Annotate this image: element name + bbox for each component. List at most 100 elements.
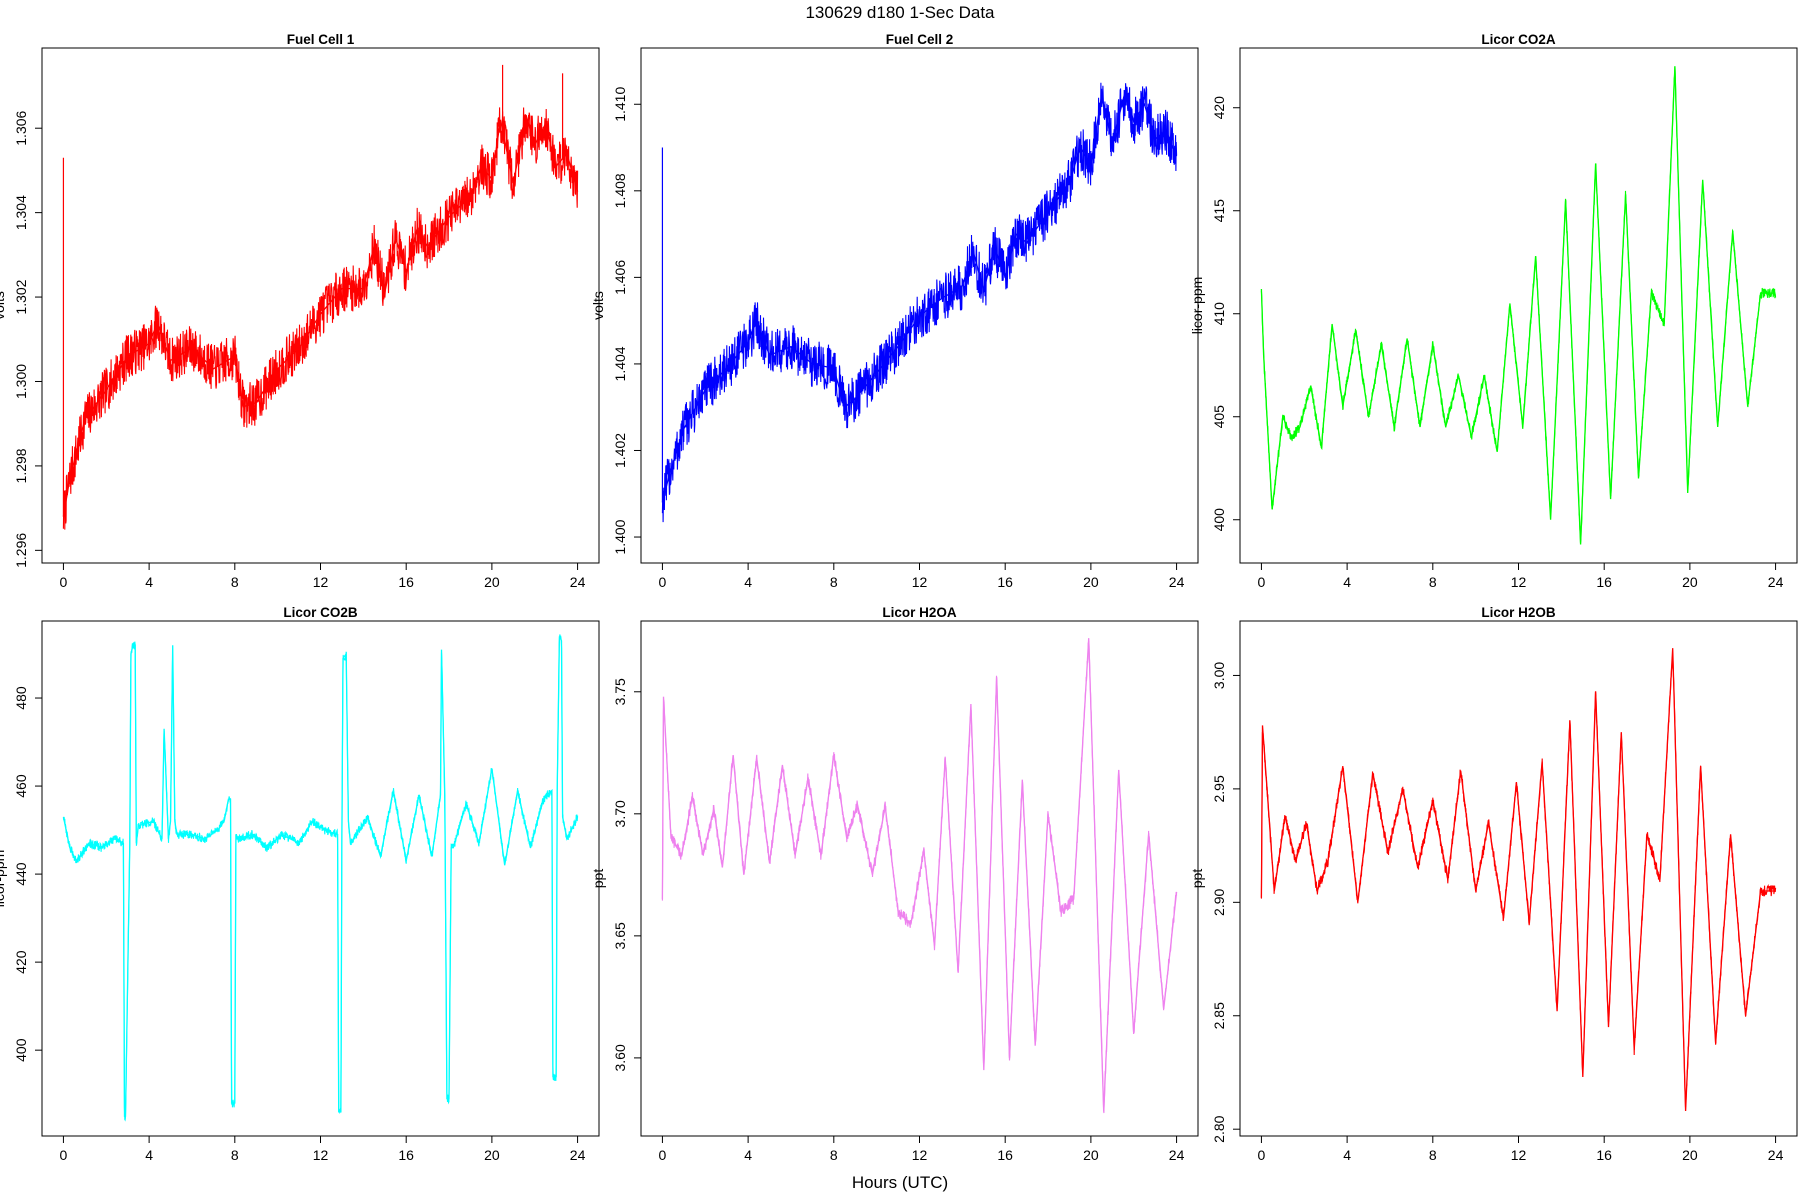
y-tick-label: 2.95 [1211, 775, 1227, 802]
series-outline [62, 636, 579, 1117]
x-tick-label: 4 [744, 574, 752, 590]
y-tick-label: 3.60 [612, 1044, 628, 1071]
y-tick-label: 420 [13, 950, 29, 974]
x-tick-label: 12 [912, 1147, 928, 1163]
x-tick-label: 24 [570, 1147, 586, 1163]
x-tick-label: 24 [1169, 1147, 1185, 1163]
y-tick-label: 1.300 [13, 364, 29, 399]
x-tick-label: 16 [997, 1147, 1013, 1163]
series-line [1260, 66, 1777, 543]
y-tick-label: 405 [1211, 405, 1227, 429]
figure-title: 130629 d180 1-Sec Data [805, 3, 995, 22]
panel-title: Licor CO2A [1481, 32, 1556, 47]
chart-panel-6: Licor H2OB ppt 0 4 8 12 16 20 24 2.80 2.85 2.90 2.95… [1189, 605, 1798, 1163]
y-tick-label: 440 [13, 862, 29, 886]
y-tick-label: 410 [1211, 302, 1227, 326]
y-axis-label: licor-ppm [1189, 277, 1205, 335]
x-tick-label: 24 [570, 574, 586, 590]
x-tick-label: 20 [1682, 1147, 1698, 1163]
x-tick-label: 24 [1768, 1147, 1784, 1163]
y-tick-label: 1.410 [612, 87, 628, 122]
x-tick-label: 20 [484, 1147, 500, 1163]
x-tick-label: 16 [398, 574, 414, 590]
x-tick-label: 8 [830, 1147, 838, 1163]
plot-frame [41, 620, 600, 1137]
chart-panel-1: Fuel Cell 1 volts 0 4 8 12 16 20 24 1.296 1.298 1.3… [0, 32, 600, 590]
y-tick-label: 420 [1211, 96, 1227, 120]
panel-title: Licor H2OB [1481, 605, 1556, 620]
y-tick-label: 1.296 [13, 533, 29, 568]
x-tick-label: 20 [1682, 574, 1698, 590]
y-tick-label: 415 [1211, 199, 1227, 223]
x-tick-label: 24 [1169, 574, 1185, 590]
series-line [62, 107, 579, 530]
chart-panel-5: Licor H2OA ppt 0 4 8 12 16 20 24 3.60 3.65 3.70 3.75 [590, 605, 1199, 1163]
x-tick-label: 20 [1083, 1147, 1099, 1163]
x-tick-label: 16 [1596, 574, 1612, 590]
y-axis-label: ppt [1189, 869, 1205, 889]
panel-title: Fuel Cell 1 [287, 32, 355, 47]
y-tick-label: 400 [13, 1038, 29, 1062]
x-tick-label: 16 [1596, 1147, 1612, 1163]
plot-frame [1239, 47, 1798, 564]
series-outline [1260, 648, 1776, 1112]
x-tick-label: 4 [1343, 1147, 1351, 1163]
y-tick-label: 1.406 [612, 260, 628, 295]
y-tick-label: 1.304 [13, 195, 29, 230]
chart-panel-2: Fuel Cell 2 volts 0 4 8 12 16 20 24 1.400 1.402 1.4… [590, 32, 1199, 590]
x-tick-label: 0 [1258, 574, 1266, 590]
series-line [661, 82, 1178, 523]
y-tick-label: 1.302 [13, 279, 29, 314]
x-tick-label: 24 [1768, 574, 1784, 590]
x-tick-label: 4 [1343, 574, 1351, 590]
x-tick-label: 8 [231, 1147, 239, 1163]
series-outline [661, 88, 1178, 503]
x-tick-label: 0 [60, 574, 68, 590]
y-tick-label: 1.402 [612, 433, 628, 468]
y-axis-label: licor-ppm [0, 850, 7, 908]
x-tick-label: 12 [313, 574, 329, 590]
x-tick-label: 0 [659, 1147, 667, 1163]
chart-panel-3: Licor CO2A licor-ppm 0 4 8 12 16 20 24 400 405 410 4… [1189, 32, 1798, 590]
y-axis-label: volts [590, 291, 606, 320]
x-tick-label: 8 [231, 574, 239, 590]
y-tick-label: 3.75 [612, 678, 628, 705]
panel-title: Licor CO2B [283, 605, 358, 620]
y-tick-label: 1.298 [13, 448, 29, 483]
y-tick-label: 3.65 [612, 922, 628, 949]
x-tick-label: 8 [1429, 574, 1437, 590]
y-tick-label: 1.404 [612, 346, 628, 381]
x-tick-label: 16 [997, 574, 1013, 590]
x-tick-label: 4 [744, 1147, 752, 1163]
y-tick-label: 1.400 [612, 519, 628, 554]
y-tick-label: 460 [13, 774, 29, 798]
x-tick-label: 16 [398, 1147, 414, 1163]
y-tick-label: 2.80 [1211, 1115, 1227, 1142]
x-tick-label: 0 [659, 574, 667, 590]
y-tick-label: 2.90 [1211, 888, 1227, 915]
y-tick-label: 480 [13, 686, 29, 710]
x-tick-label: 12 [1511, 1147, 1527, 1163]
x-tick-label: 8 [830, 574, 838, 590]
y-tick-label: 2.85 [1211, 1002, 1227, 1029]
y-tick-label: 1.408 [612, 173, 628, 208]
panel-title: Fuel Cell 2 [886, 32, 954, 47]
series-line [62, 634, 579, 1122]
x-tick-label: 0 [1258, 1147, 1266, 1163]
x-tick-label: 12 [1511, 574, 1527, 590]
series-line [1260, 656, 1777, 1108]
y-tick-label: 1.306 [13, 110, 29, 145]
x-tick-label: 20 [484, 574, 500, 590]
y-axis-label: volts [0, 291, 7, 320]
x-tick-label: 12 [912, 574, 928, 590]
plot-frame [1239, 620, 1798, 1137]
x-tick-label: 4 [145, 1147, 153, 1163]
y-axis-label: ppt [590, 869, 606, 889]
x-tick-label: 20 [1083, 574, 1099, 590]
panel-grid: Fuel Cell 1 volts 0 4 8 12 16 20 24 1.296 1.298 1.3… [0, 32, 1798, 1163]
series-outline [62, 115, 579, 517]
panel-title: Licor H2OA [882, 605, 957, 620]
y-tick-label: 3.70 [612, 800, 628, 827]
x-tick-label: 0 [60, 1147, 68, 1163]
